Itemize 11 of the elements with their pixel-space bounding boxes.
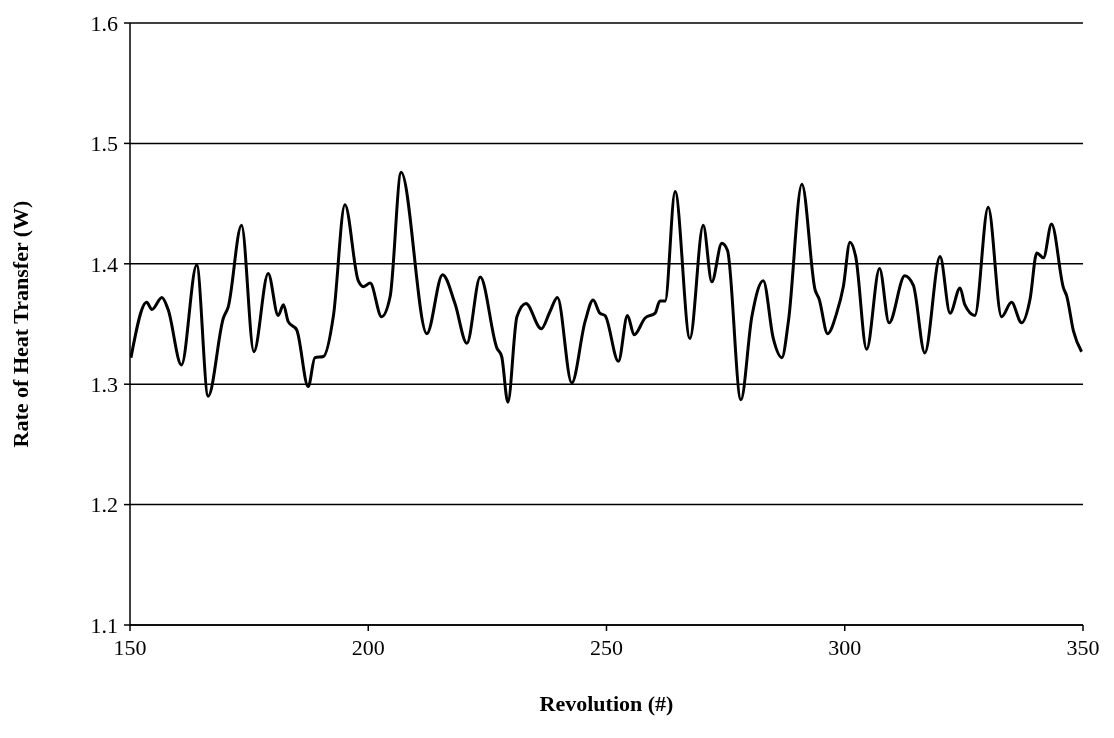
- y-tick-label: 1.2: [90, 492, 118, 518]
- x-axis-title: Revolution (#): [539, 691, 674, 716]
- x-tick-label: 350: [1066, 634, 1100, 660]
- y-tick-label: 1.5: [90, 131, 118, 157]
- x-tick-label: 200: [351, 634, 385, 660]
- y-axis-title: Rate of Heat Transfer (W): [7, 200, 33, 448]
- y-tick-label: 1.3: [90, 372, 118, 398]
- x-tick-label: 300: [828, 634, 862, 660]
- y-tick-label: 1.4: [90, 251, 118, 277]
- x-tick-label: 250: [590, 634, 623, 660]
- y-tick-label: 1.6: [90, 10, 118, 36]
